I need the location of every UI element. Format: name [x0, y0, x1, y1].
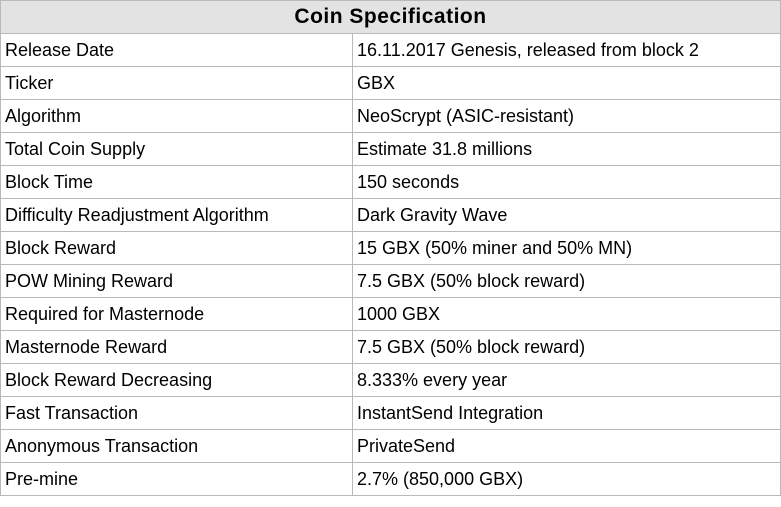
row-value: 16.11.2017 Genesis, released from block …	[352, 33, 781, 67]
row-label: POW Mining Reward	[0, 264, 353, 298]
row-label: Ticker	[0, 66, 353, 100]
row-label: Release Date	[0, 33, 353, 67]
table-row: Total Coin Supply Estimate 31.8 millions	[0, 132, 781, 166]
row-label: Difficulty Readjustment Algorithm	[0, 198, 353, 232]
row-value: Estimate 31.8 millions	[352, 132, 781, 166]
row-label: Fast Transaction	[0, 396, 353, 430]
row-label: Block Time	[0, 165, 353, 199]
table-row: Block Time 150 seconds	[0, 165, 781, 199]
row-label: Anonymous Transaction	[0, 429, 353, 463]
row-value: PrivateSend	[352, 429, 781, 463]
row-value: Dark Gravity Wave	[352, 198, 781, 232]
row-label: Block Reward Decreasing	[0, 363, 353, 397]
row-label: Required for Masternode	[0, 297, 353, 331]
table-row: Anonymous Transaction PrivateSend	[0, 429, 781, 463]
coin-specification-table: Coin Specification Release Date 16.11.20…	[0, 0, 781, 496]
row-value: 15 GBX (50% miner and 50% MN)	[352, 231, 781, 265]
row-value: 2.7% (850,000 GBX)	[352, 462, 781, 496]
table-header-row: Coin Specification	[0, 0, 781, 34]
table-title: Coin Specification	[0, 0, 781, 34]
table-row: Block Reward Decreasing 8.333% every yea…	[0, 363, 781, 397]
table-row: Masternode Reward 7.5 GBX (50% block rew…	[0, 330, 781, 364]
table-row: Release Date 16.11.2017 Genesis, release…	[0, 33, 781, 67]
row-value: NeoScrypt (ASIC-resistant)	[352, 99, 781, 133]
row-value: InstantSend Integration	[352, 396, 781, 430]
table-row: Algorithm NeoScrypt (ASIC-resistant)	[0, 99, 781, 133]
table-row: Pre-mine 2.7% (850,000 GBX)	[0, 462, 781, 496]
table-row: Difficulty Readjustment Algorithm Dark G…	[0, 198, 781, 232]
row-value: 7.5 GBX (50% block reward)	[352, 330, 781, 364]
row-label: Pre-mine	[0, 462, 353, 496]
row-value: 150 seconds	[352, 165, 781, 199]
row-label: Masternode Reward	[0, 330, 353, 364]
table-row: Fast Transaction InstantSend Integration	[0, 396, 781, 430]
table-row: Required for Masternode 1000 GBX	[0, 297, 781, 331]
table-row: Ticker GBX	[0, 66, 781, 100]
row-value: 8.333% every year	[352, 363, 781, 397]
row-value: 1000 GBX	[352, 297, 781, 331]
table-row: Block Reward 15 GBX (50% miner and 50% M…	[0, 231, 781, 265]
row-value: 7.5 GBX (50% block reward)	[352, 264, 781, 298]
row-label: Algorithm	[0, 99, 353, 133]
row-label: Block Reward	[0, 231, 353, 265]
row-value: GBX	[352, 66, 781, 100]
table-row: POW Mining Reward 7.5 GBX (50% block rew…	[0, 264, 781, 298]
row-label: Total Coin Supply	[0, 132, 353, 166]
